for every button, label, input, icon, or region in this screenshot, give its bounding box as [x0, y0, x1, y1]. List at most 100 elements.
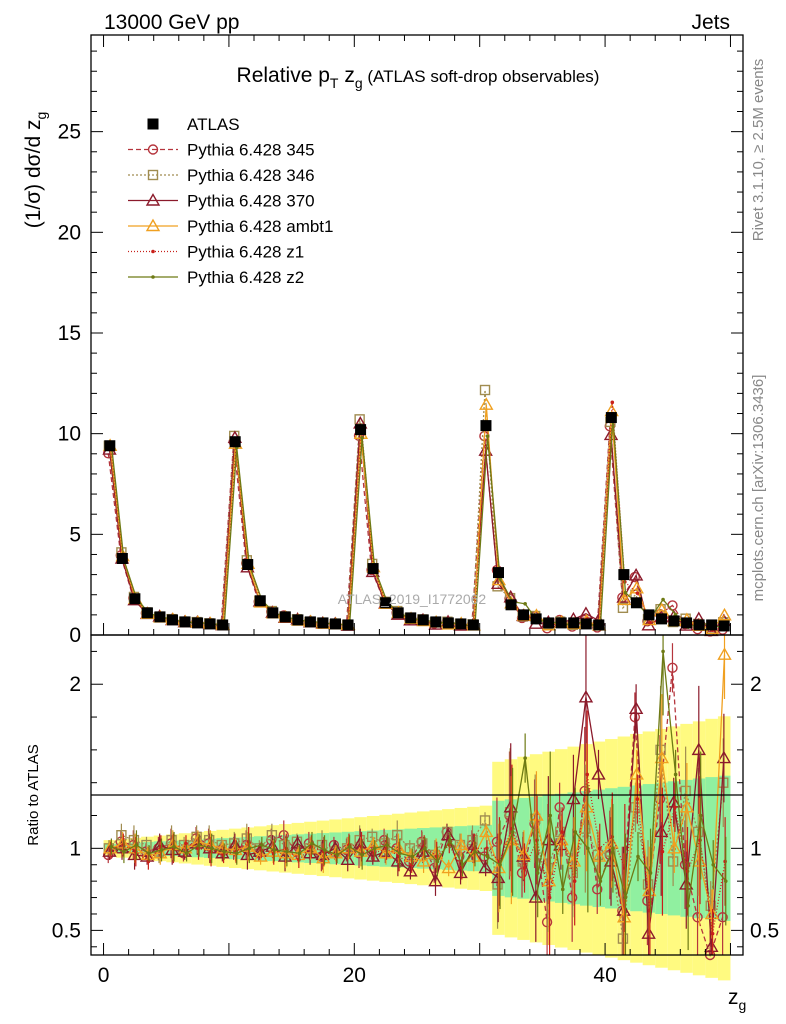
ratio-point — [635, 797, 640, 801]
y-tick-label: 15 — [58, 322, 81, 345]
atlas-point — [229, 436, 241, 448]
ratio-point — [259, 848, 264, 852]
ratio-point — [642, 883, 657, 897]
ratio-point — [560, 887, 565, 892]
atlas-point — [392, 607, 404, 619]
x-tick-label: 40 — [593, 964, 616, 987]
ratio-point — [140, 847, 155, 861]
y-tick-label: 20 — [58, 221, 81, 244]
ratio-point — [360, 853, 364, 857]
ratio-point — [290, 835, 305, 849]
panel-frames — [90, 34, 744, 956]
ratio-point — [723, 859, 727, 864]
ratio-point — [134, 843, 139, 847]
ratio-point — [673, 805, 677, 810]
ratio-point — [434, 854, 439, 859]
ratio-point — [528, 890, 544, 903]
ratio-point — [591, 849, 607, 862]
ratio-point — [578, 689, 594, 703]
main-point — [610, 400, 615, 405]
atlas-point — [505, 599, 517, 611]
ratio-point — [667, 856, 679, 867]
ratio-point — [611, 846, 615, 851]
legend-entry-z1: Pythia 6.428 z1 — [128, 243, 304, 262]
legend-label: Pythia 6.428 z2 — [187, 268, 304, 287]
ratio-point — [410, 854, 415, 859]
ratio-point — [178, 839, 190, 851]
ratio-point — [623, 895, 628, 900]
main-point — [617, 602, 629, 614]
axis-ticks — [91, 35, 743, 955]
ratio-point — [516, 847, 532, 861]
legend: ATLAS Pythia 6.428 345 Pythia 6.428 346 Pyt… — [128, 115, 333, 287]
ratio-point — [448, 838, 452, 842]
ratio-point — [284, 846, 289, 851]
ratio-point — [541, 873, 557, 887]
atlas-point — [179, 616, 191, 628]
ratio-point — [260, 843, 264, 847]
ratio-point — [115, 835, 130, 849]
ratio-point — [648, 871, 653, 875]
atlas-point — [355, 424, 367, 436]
legend-entry-p370: Pythia 6.428 370 — [128, 192, 315, 211]
axis-tick-labels: 0 20 40 0 5 10 15 20 25 0.5 0.5 1 1 2 2 — [52, 121, 779, 987]
legend-entry-atlas: ATLAS — [147, 115, 240, 134]
ratio-point — [667, 662, 678, 674]
ratio-point — [717, 647, 732, 660]
atlas-point — [530, 613, 542, 625]
ratio-tick-label-right: 1 — [750, 837, 762, 860]
ratio-point — [315, 847, 330, 861]
ratio-point — [172, 844, 176, 849]
ratio-series-ambt1 — [102, 635, 732, 955]
ratio-point — [141, 839, 152, 851]
ratio-point — [372, 846, 377, 851]
main-point — [479, 384, 491, 396]
ratio-point — [134, 849, 138, 854]
atlas-point — [480, 420, 492, 432]
ratio-point — [240, 847, 255, 861]
ratio-point — [265, 844, 281, 857]
mcplots-label: mcplots.cern.ch [arXiv:1306.3436] — [750, 375, 767, 602]
ratio-point — [310, 841, 314, 846]
ratio-point — [673, 772, 678, 777]
atlas-point — [630, 597, 642, 609]
ratio-point — [654, 750, 670, 764]
atlas-point — [605, 412, 617, 424]
ratio-point — [441, 860, 456, 874]
ratio-point — [453, 865, 468, 879]
ratio-point — [548, 813, 553, 818]
atlas-point — [518, 609, 530, 621]
ratio-point — [522, 866, 527, 870]
atlas-point — [706, 619, 718, 631]
ratio-point — [711, 862, 716, 867]
ratio-point — [566, 854, 582, 867]
ratio-tick-label-right: 0.5 — [750, 919, 779, 942]
legend-label: ATLAS — [187, 115, 240, 134]
atlas-point — [593, 619, 605, 631]
ratio-point — [616, 909, 632, 923]
ratio-line-ambt1 — [109, 654, 726, 918]
ratio-point — [547, 895, 552, 900]
ratio-point — [122, 849, 126, 854]
ratio-point — [686, 903, 690, 908]
ratio-point — [628, 701, 644, 715]
header-energy: 13000 GeV pp — [104, 11, 239, 34]
legend-marker — [145, 193, 161, 206]
ratio-point — [146, 859, 151, 864]
legend-entry-p346: Pythia 6.428 346 — [128, 166, 315, 185]
ratio-point — [691, 742, 707, 756]
ratio-point — [554, 802, 565, 813]
ratio-point — [385, 843, 390, 847]
main-point — [628, 567, 644, 581]
atlas-point — [543, 617, 555, 629]
ratio-point — [667, 840, 682, 854]
ratio-point — [617, 933, 629, 944]
ratio-point — [566, 791, 581, 805]
atlas-point — [267, 607, 279, 619]
ratio-series-p346 — [103, 685, 729, 955]
rivet-version-label: Rivet 3.1.10, ≥ 2.5M events — [750, 59, 767, 242]
x-tick-label: 0 — [98, 964, 110, 987]
ratio-point — [453, 837, 469, 851]
legend-entry-p345: Pythia 6.428 345 — [128, 141, 315, 160]
